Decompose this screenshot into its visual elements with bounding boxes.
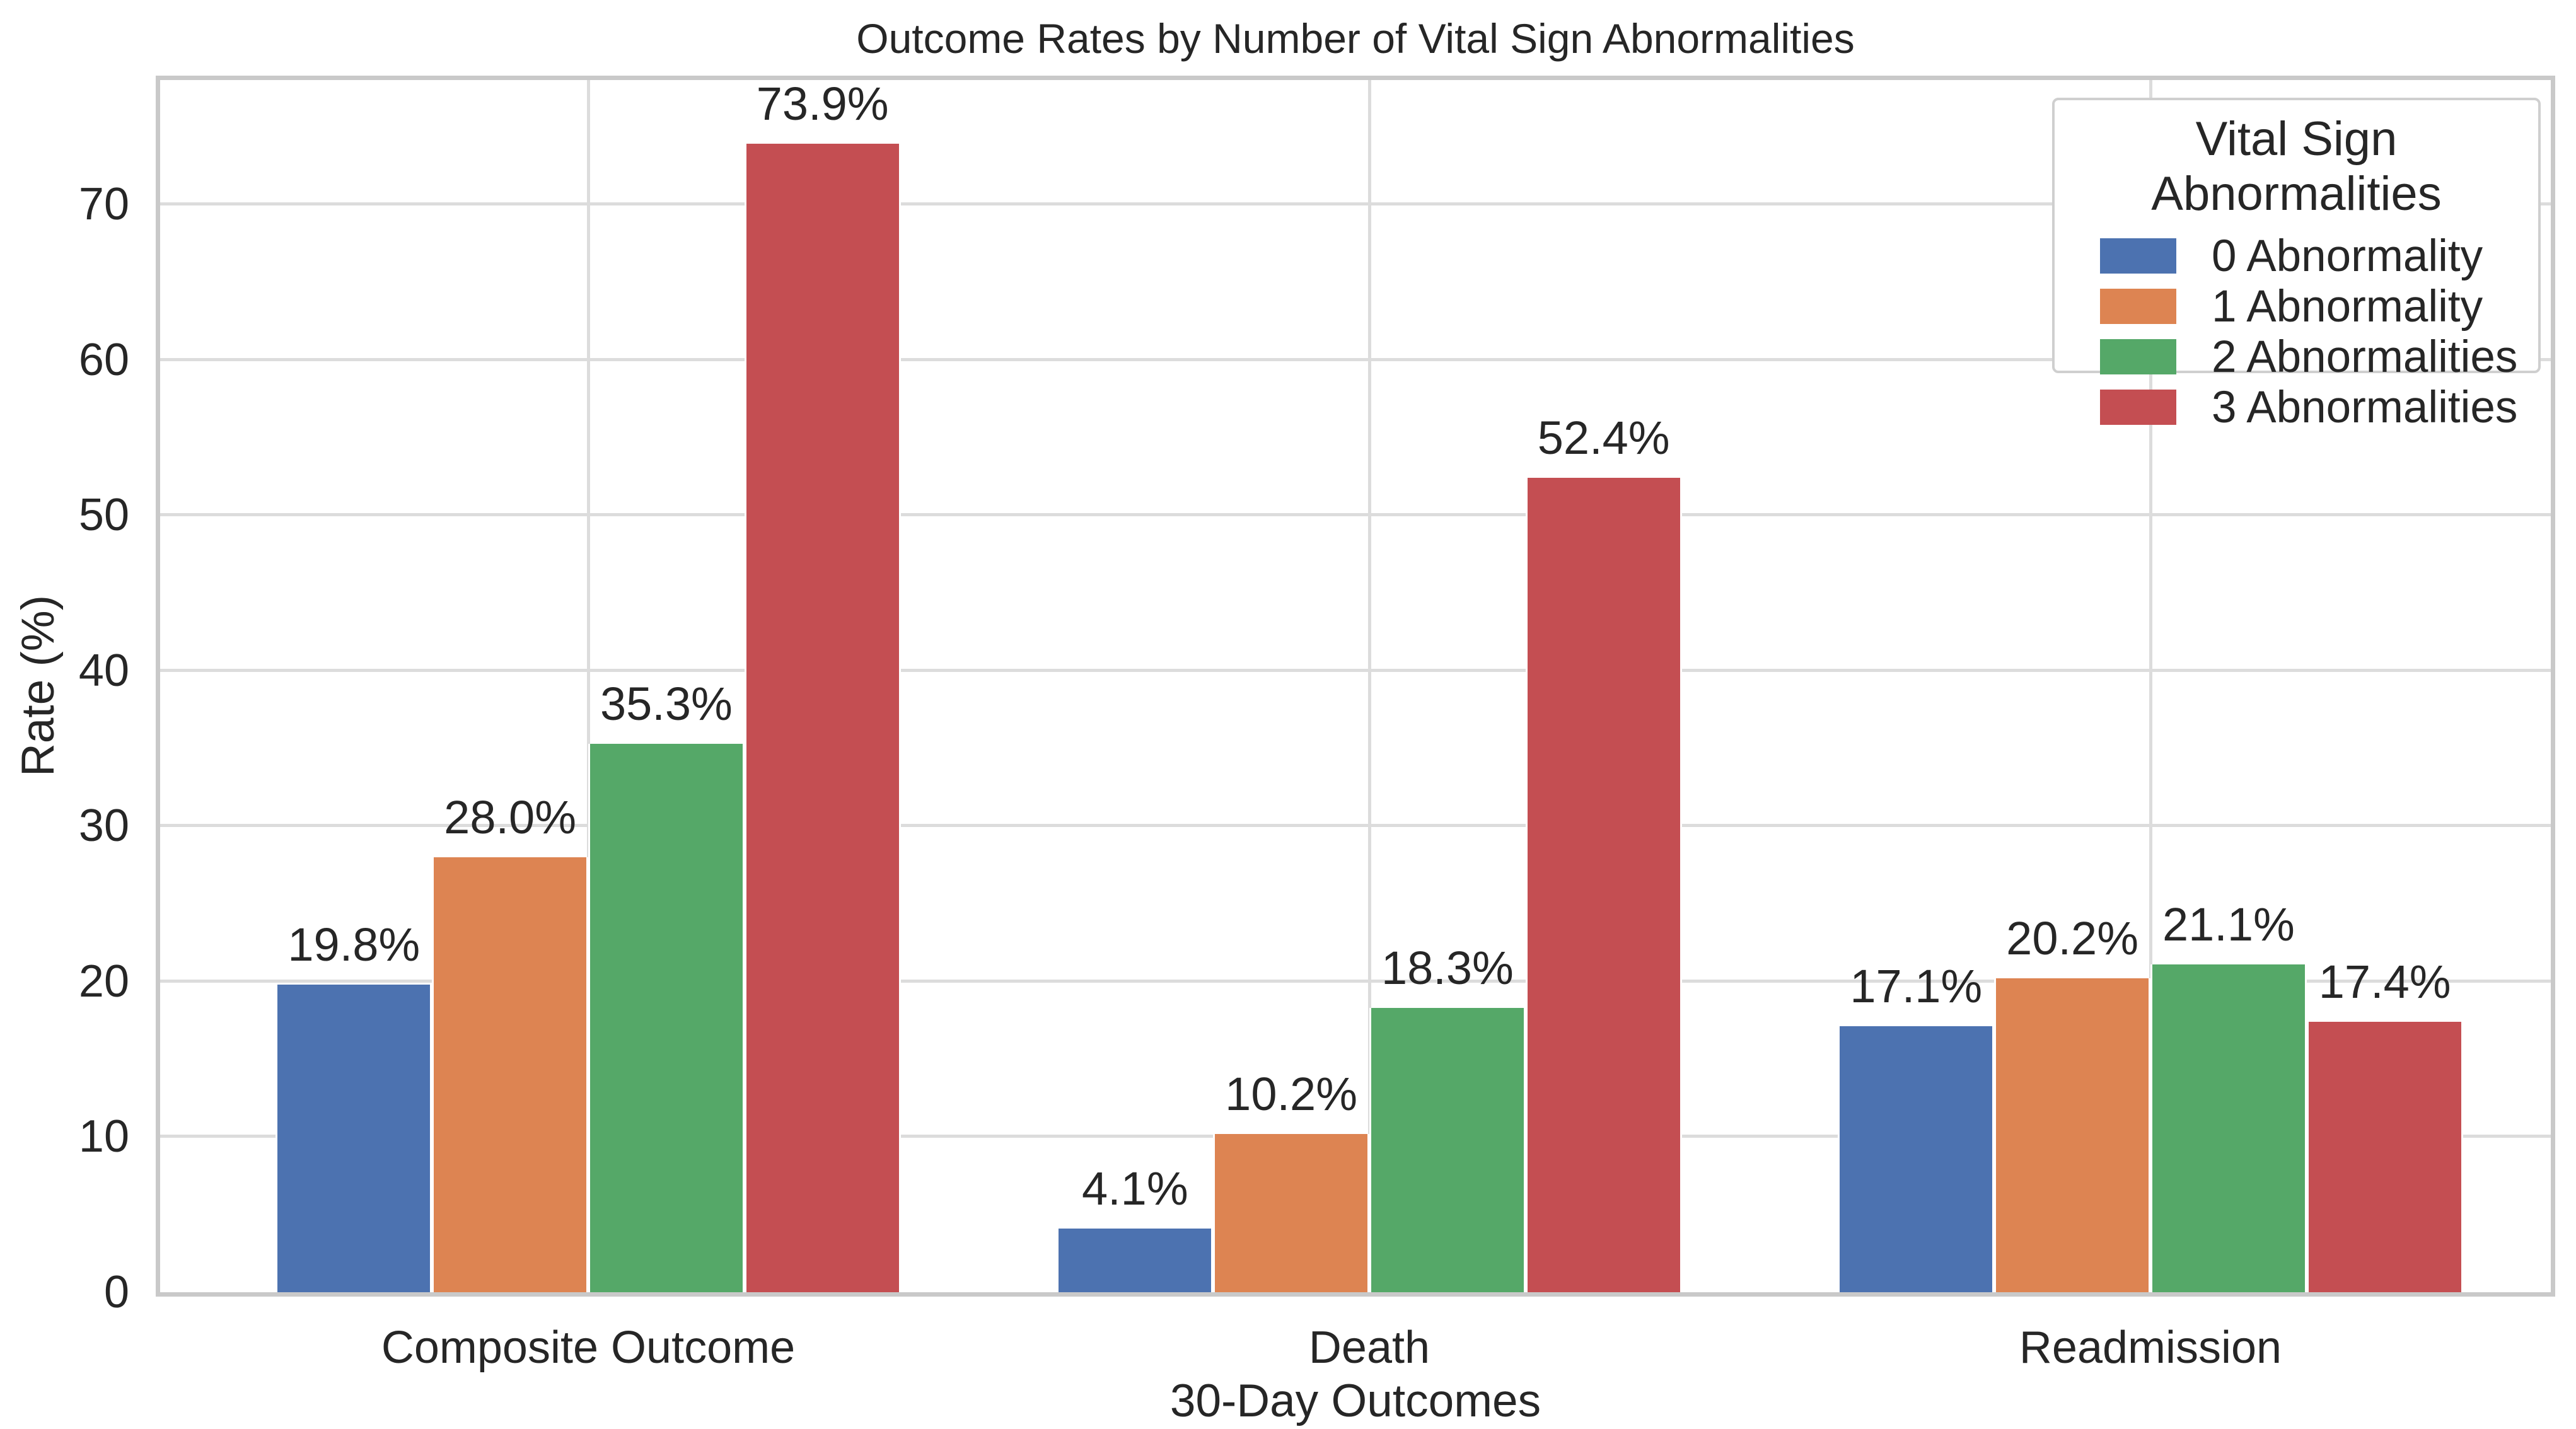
y-tick-label: 30 (78, 801, 129, 852)
bar-value-label: 19.8% (287, 918, 421, 971)
legend-swatch-icon (2100, 238, 2176, 274)
legend-label: 1 Abnormality (2212, 281, 2483, 332)
gridline-horizontal (160, 513, 2551, 517)
legend-entry: 2 Abnormalities (2100, 335, 2521, 379)
legend-entry: 3 Abnormalities (2100, 385, 2521, 430)
legend-swatch-icon (2100, 390, 2176, 425)
bar-composite-outcome-1-abnormality (432, 857, 588, 1292)
legend-entries: 0 Abnormality 1 Abnormality 2 Abnormalitie… (2072, 228, 2521, 436)
legend-title: Vital Sign Abnormalities (2151, 112, 2442, 221)
bar-value-label: 18.3% (1381, 941, 1514, 994)
bar-value-label: 10.2% (1225, 1067, 1358, 1120)
legend-swatch-icon (2100, 339, 2176, 375)
gridline-horizontal (160, 202, 2551, 206)
gridline-vertical (1368, 80, 1371, 1292)
x-tick-label-death: Death (1308, 1322, 1430, 1373)
bar-composite-outcome-2-abnormality (588, 743, 745, 1292)
bar-value-label: 52.4% (1537, 412, 1670, 465)
bar-value-label: 17.4% (2318, 956, 2451, 1009)
legend: Vital Sign Abnormalities 0 Abnormality 1 … (2052, 98, 2541, 430)
y-tick-label: 0 (103, 1267, 129, 1317)
bar-death-3-abnormality (1525, 478, 1682, 1292)
gridline-horizontal (160, 668, 2551, 672)
bar-death-0-abnormality (1057, 1228, 1214, 1292)
x-tick-label-composite-outcome: Composite Outcome (381, 1322, 796, 1373)
bar-death-1-abnormality (1213, 1133, 1369, 1292)
bar-readmission-3-abnormality (2306, 1022, 2463, 1292)
y-tick-label: 10 (78, 1111, 129, 1162)
bar-composite-outcome-3-abnormality (744, 144, 901, 1292)
gridline-horizontal (160, 357, 2551, 361)
gridline-horizontal (160, 979, 2551, 983)
bar-death-2-abnormality (1369, 1007, 1526, 1292)
bar-readmission-1-abnormality (1994, 978, 2150, 1292)
gridline-vertical (2149, 80, 2152, 1292)
bar-value-label: 20.2% (2006, 912, 2139, 964)
bar-value-label: 4.1% (1081, 1162, 1188, 1215)
y-tick-label: 20 (78, 956, 129, 1007)
x-axis-title: 30-Day Outcomes (1169, 1375, 1541, 1426)
legend-swatch-icon (2100, 289, 2176, 325)
bar-readmission-2-abnormality (2150, 964, 2307, 1292)
y-tick-label: 70 (78, 179, 129, 230)
gridline-horizontal (160, 824, 2551, 828)
bar-composite-outcome-0-abnormality (276, 984, 432, 1292)
legend-entry: 1 Abnormality (2100, 284, 2521, 329)
legend-label: 2 Abnormalities (2212, 332, 2518, 382)
bar-value-label: 21.1% (2162, 898, 2295, 951)
bar-value-label: 35.3% (600, 677, 733, 730)
chart-title: Outcome Rates by Number of Vital Sign Ab… (856, 15, 1855, 62)
y-tick-label: 50 (78, 490, 129, 541)
legend-entry: 0 Abnormality (2100, 234, 2521, 279)
y-tick-label: 40 (78, 645, 129, 696)
bar-value-label: 17.1% (1850, 960, 1983, 1013)
bar-readmission-0-abnormality (1838, 1026, 1995, 1292)
bar-value-label: 28.0% (444, 790, 577, 843)
x-tick-label-readmission: Readmission (2019, 1322, 2282, 1373)
bar-value-label: 73.9% (756, 78, 889, 130)
y-axis-title: Rate (%) (13, 594, 64, 777)
y-tick-label: 60 (78, 334, 129, 385)
legend-label: 0 Abnormality (2212, 231, 2483, 281)
gridline-vertical (587, 80, 590, 1292)
legend-label: 3 Abnormalities (2212, 382, 2518, 432)
